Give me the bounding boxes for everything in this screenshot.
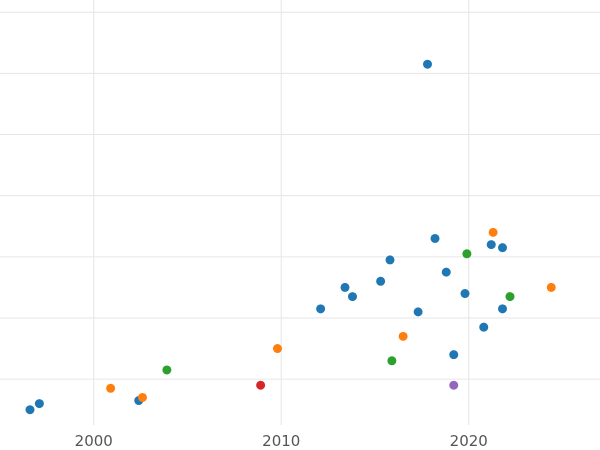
data-point [316,304,326,314]
data-point [498,304,507,314]
data-point [106,383,116,393]
data-point [505,292,515,302]
data-point [256,380,266,390]
data-point [398,331,408,341]
data-point [449,350,459,360]
x-axis-tick-labels: 2000 2010 2020 [75,432,488,450]
data-point [25,405,35,415]
data-points [25,59,556,415]
data-point [387,356,397,366]
data-point [340,282,350,292]
data-point [441,267,451,277]
data-point [348,292,357,302]
data-point [423,59,432,69]
data-point [462,249,472,259]
x-tick-label: 2000 [75,432,113,450]
data-point [479,322,489,332]
data-point [34,399,44,409]
data-point [430,233,440,243]
data-point [376,276,386,286]
data-point [413,307,423,317]
data-point [385,255,395,265]
data-point [138,392,147,402]
data-point [449,380,459,390]
data-point [273,344,282,354]
x-tick-label: 2010 [262,432,300,450]
x-tick-label: 2020 [450,432,488,450]
data-point [498,243,507,253]
data-point [486,240,496,250]
data-point [488,227,498,237]
data-point [546,282,556,292]
grid-lines [0,0,600,425]
data-point [460,289,470,299]
data-point [162,365,172,375]
